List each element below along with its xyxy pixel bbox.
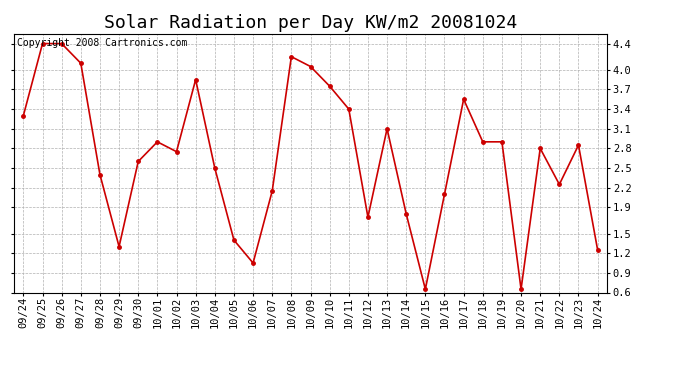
Text: Copyright 2008 Cartronics.com: Copyright 2008 Cartronics.com <box>17 38 187 48</box>
Title: Solar Radiation per Day KW/m2 20081024: Solar Radiation per Day KW/m2 20081024 <box>104 14 517 32</box>
